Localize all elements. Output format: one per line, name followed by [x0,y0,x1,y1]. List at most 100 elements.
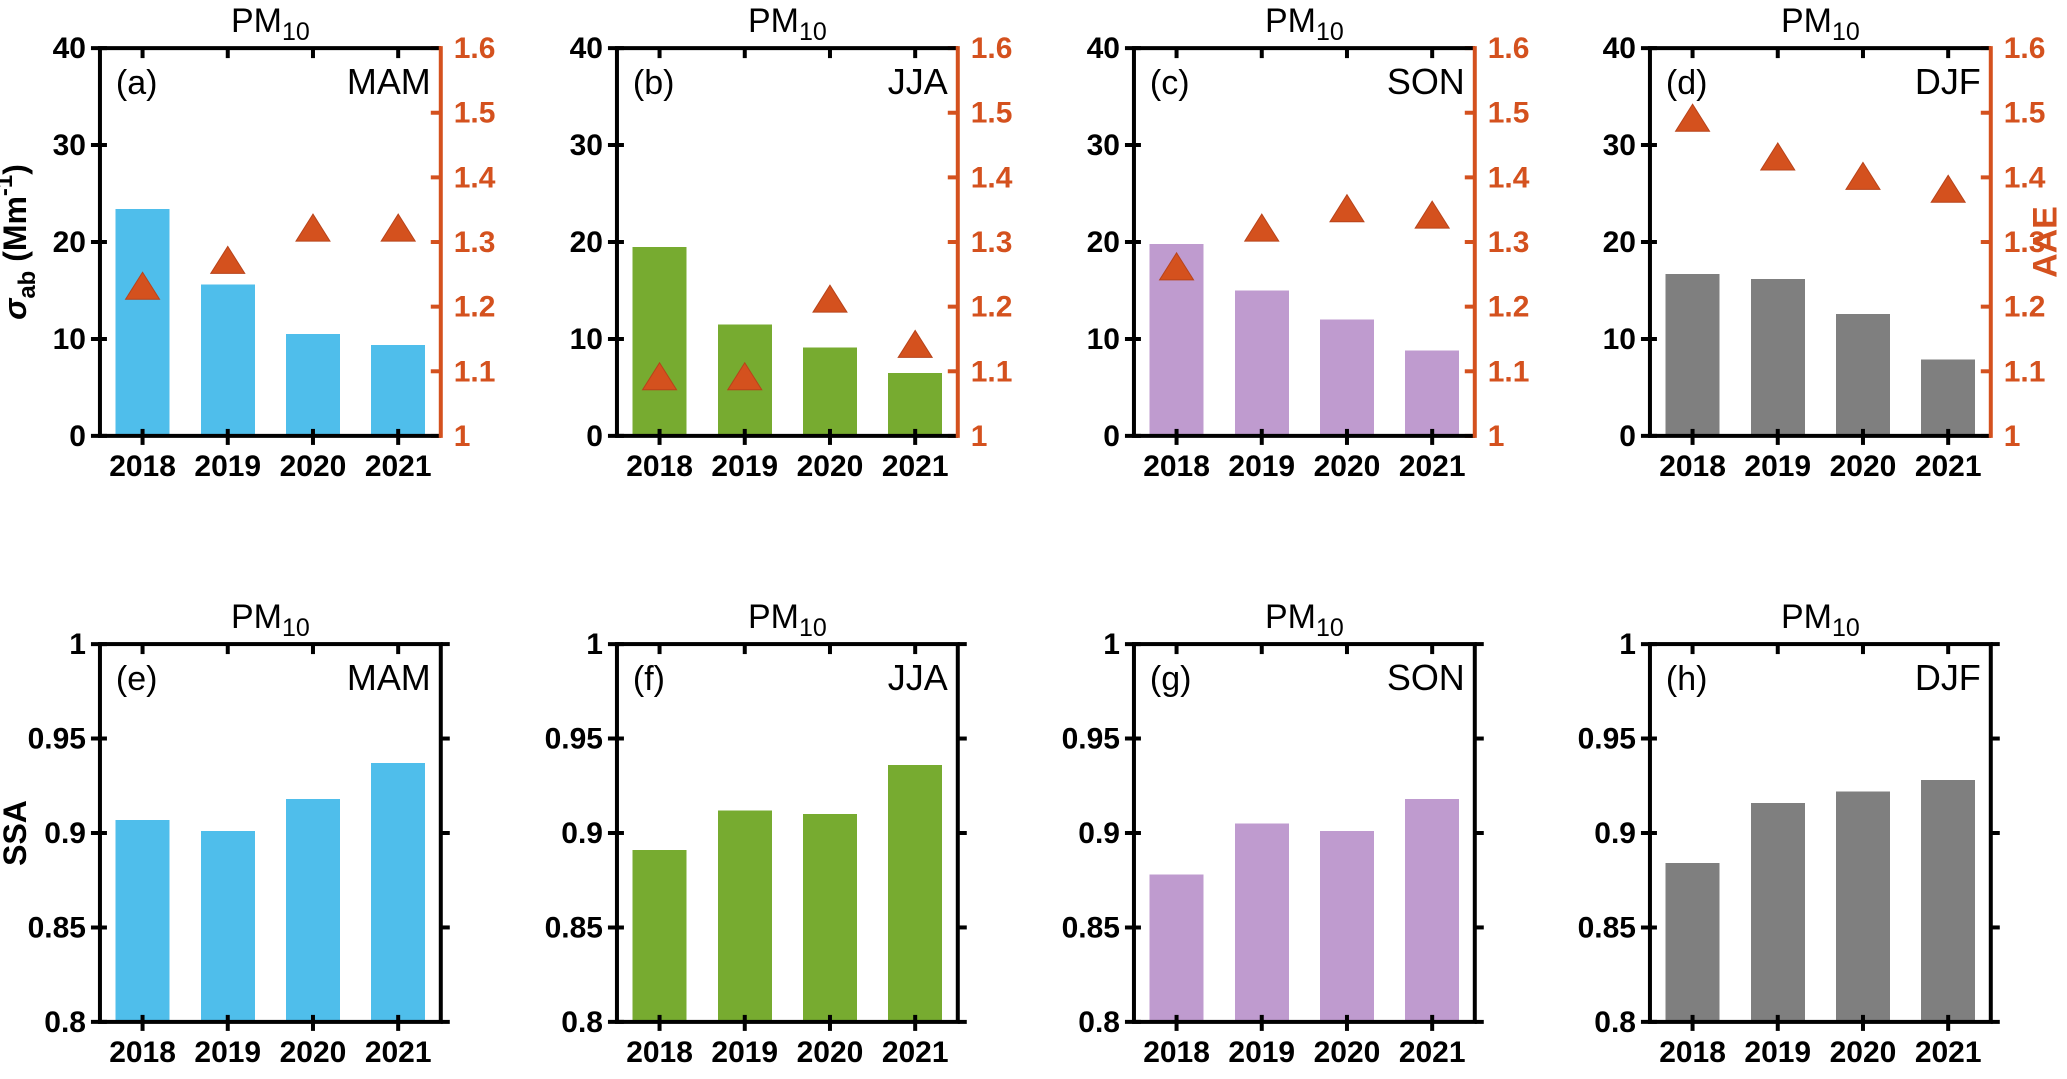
bar-2020 [802,347,857,436]
axes-box [1648,46,1992,438]
x-tick-label: 2021 [365,1036,432,1069]
season-label: JJA [888,657,948,698]
axes-box [97,46,441,438]
panel-title: PM10 [1265,2,1344,46]
season-label: JJA [888,61,948,102]
y-left-tick-label: 0.85 [28,911,86,944]
x-tick-label: 2018 [1143,450,1210,483]
panel-letter: (e) [116,660,158,698]
season-label: DJF [1915,657,1981,698]
bar-2019 [200,284,255,436]
y-right-tick-label: 1.2 [2004,291,2046,324]
y-right-tick-label: 1.3 [1487,226,1529,259]
x-tick-label: 2019 [1745,450,1812,483]
aae-marker-2018 [1158,251,1194,281]
x-tick-label: 2020 [1313,450,1380,483]
panel-c: PM10 0 10 20 30 40 2018 2019 2020 2021 1 1.1 1.2 1.3 1… [1086,2,1529,483]
y-left-tick-label: 0 [69,420,86,453]
bar-2020 [1836,313,1891,436]
y-left-tick-label: 10 [53,323,86,356]
y-left-tick-label: 0.8 [1595,1006,1637,1039]
y-right-tick-label: 1.6 [971,32,1013,65]
y-left-tick-label: 20 [1086,226,1119,259]
bar-2020 [1319,831,1374,1022]
x-tick-label: 2019 [194,1036,261,1069]
y-left-tick-label: 0 [586,420,603,453]
aae-marker-2019 [1243,213,1280,242]
x-tick-label: 2019 [194,450,261,483]
y-left-tick-label: 0.9 [1595,817,1637,850]
y-left-tick-label: 40 [1086,32,1119,65]
axes-box [614,46,958,438]
x-tick-label: 2021 [882,450,949,483]
panel-title: PM10 [1781,2,1860,46]
y-left-tick-label: 1 [586,628,603,661]
x-tick-label: 2021 [1398,1036,1465,1069]
bar-2019 [717,810,772,1022]
x-tick-label: 2020 [280,1036,347,1069]
y-left-tick-label: 30 [1603,129,1636,162]
panel-letter: (f) [633,660,665,698]
y-right-tick-label: 1.5 [2004,97,2046,130]
x-tick-label: 2021 [1915,450,1982,483]
y-right-tick-label: 1.2 [1487,291,1529,324]
y-right-tick-label: 1.2 [971,291,1013,324]
y-left-tick-label: 10 [569,323,602,356]
x-tick-label: 2020 [1313,1036,1380,1069]
aae-marker-2020 [1845,161,1882,190]
bar-2021 [1921,780,1976,1022]
y-left-tick-label: 0.85 [544,911,602,944]
x-tick-label: 2018 [109,1036,176,1069]
y-left-tick-label: 0.85 [1061,911,1119,944]
panel-title: PM10 [231,2,310,46]
y-left-tick-label: 40 [1603,32,1636,65]
aae-marker-2019 [1760,142,1796,171]
panel-letter: (a) [116,64,158,102]
aae-marker-2020 [295,213,331,242]
left-axis-label: σab (Mm-1) [0,164,41,320]
panel-f: PM10 0.8 0.85 0.9 0.95 1 2018 2019 2020 2021 (f) JJ… [544,598,967,1069]
bar-2019 [1751,278,1806,436]
axes-box [1131,46,1475,438]
bar-2021 [1404,350,1459,436]
bar-2019 [200,831,255,1022]
season-label: SON [1386,657,1464,698]
bar-2018 [632,246,687,436]
panel-a: PM10 0 10 20 30 40 2018 2019 2020 2021 1 1.1 1.2 1.3 1… [0,2,496,483]
y-right-tick-label: 1 [2004,420,2021,453]
y-right-tick-label: 1.4 [1487,161,1529,194]
panel-h: PM10 0.8 0.85 0.9 0.95 1 2018 2019 2020 2021 (h) DJ… [1578,598,2001,1069]
season-label: MAM [347,61,431,102]
y-left-tick-label: 0.85 [1578,911,1636,944]
panel-letter: (h) [1666,660,1708,698]
panel-title: PM10 [1781,598,1860,642]
x-tick-label: 2021 [882,1036,949,1069]
bar-2018 [1149,874,1204,1022]
y-left-tick-label: 1 [1620,628,1637,661]
bar-2019 [1751,802,1806,1022]
aae-marker-2018 [641,361,678,391]
y-right-tick-label: 1.4 [2004,161,2046,194]
y-right-tick-label: 1.1 [1487,355,1529,388]
aae-marker-2018 [124,271,161,300]
bar-2020 [285,334,340,436]
bar-2021 [371,344,426,436]
y-left-tick-label: 0 [1103,420,1120,453]
x-tick-label: 2020 [280,450,347,483]
panel-letter: (d) [1666,64,1708,102]
y-right-tick-label: 1 [1487,420,1504,453]
bar-2021 [371,763,426,1022]
axes-box [614,642,960,1024]
y-right-tick-label: 1.5 [454,97,496,130]
y-right-tick-label: 1.6 [2004,32,2046,65]
x-tick-label: 2019 [711,450,778,483]
axes-box [97,642,443,1024]
y-right-tick-label: 1.6 [1487,32,1529,65]
season-label: MAM [347,657,431,698]
panel-letter: (c) [1149,64,1189,102]
y-left-tick-label: 40 [53,32,86,65]
y-right-tick-label: 1.4 [971,161,1013,194]
x-tick-label: 2021 [365,450,432,483]
x-tick-label: 2018 [626,1036,693,1069]
